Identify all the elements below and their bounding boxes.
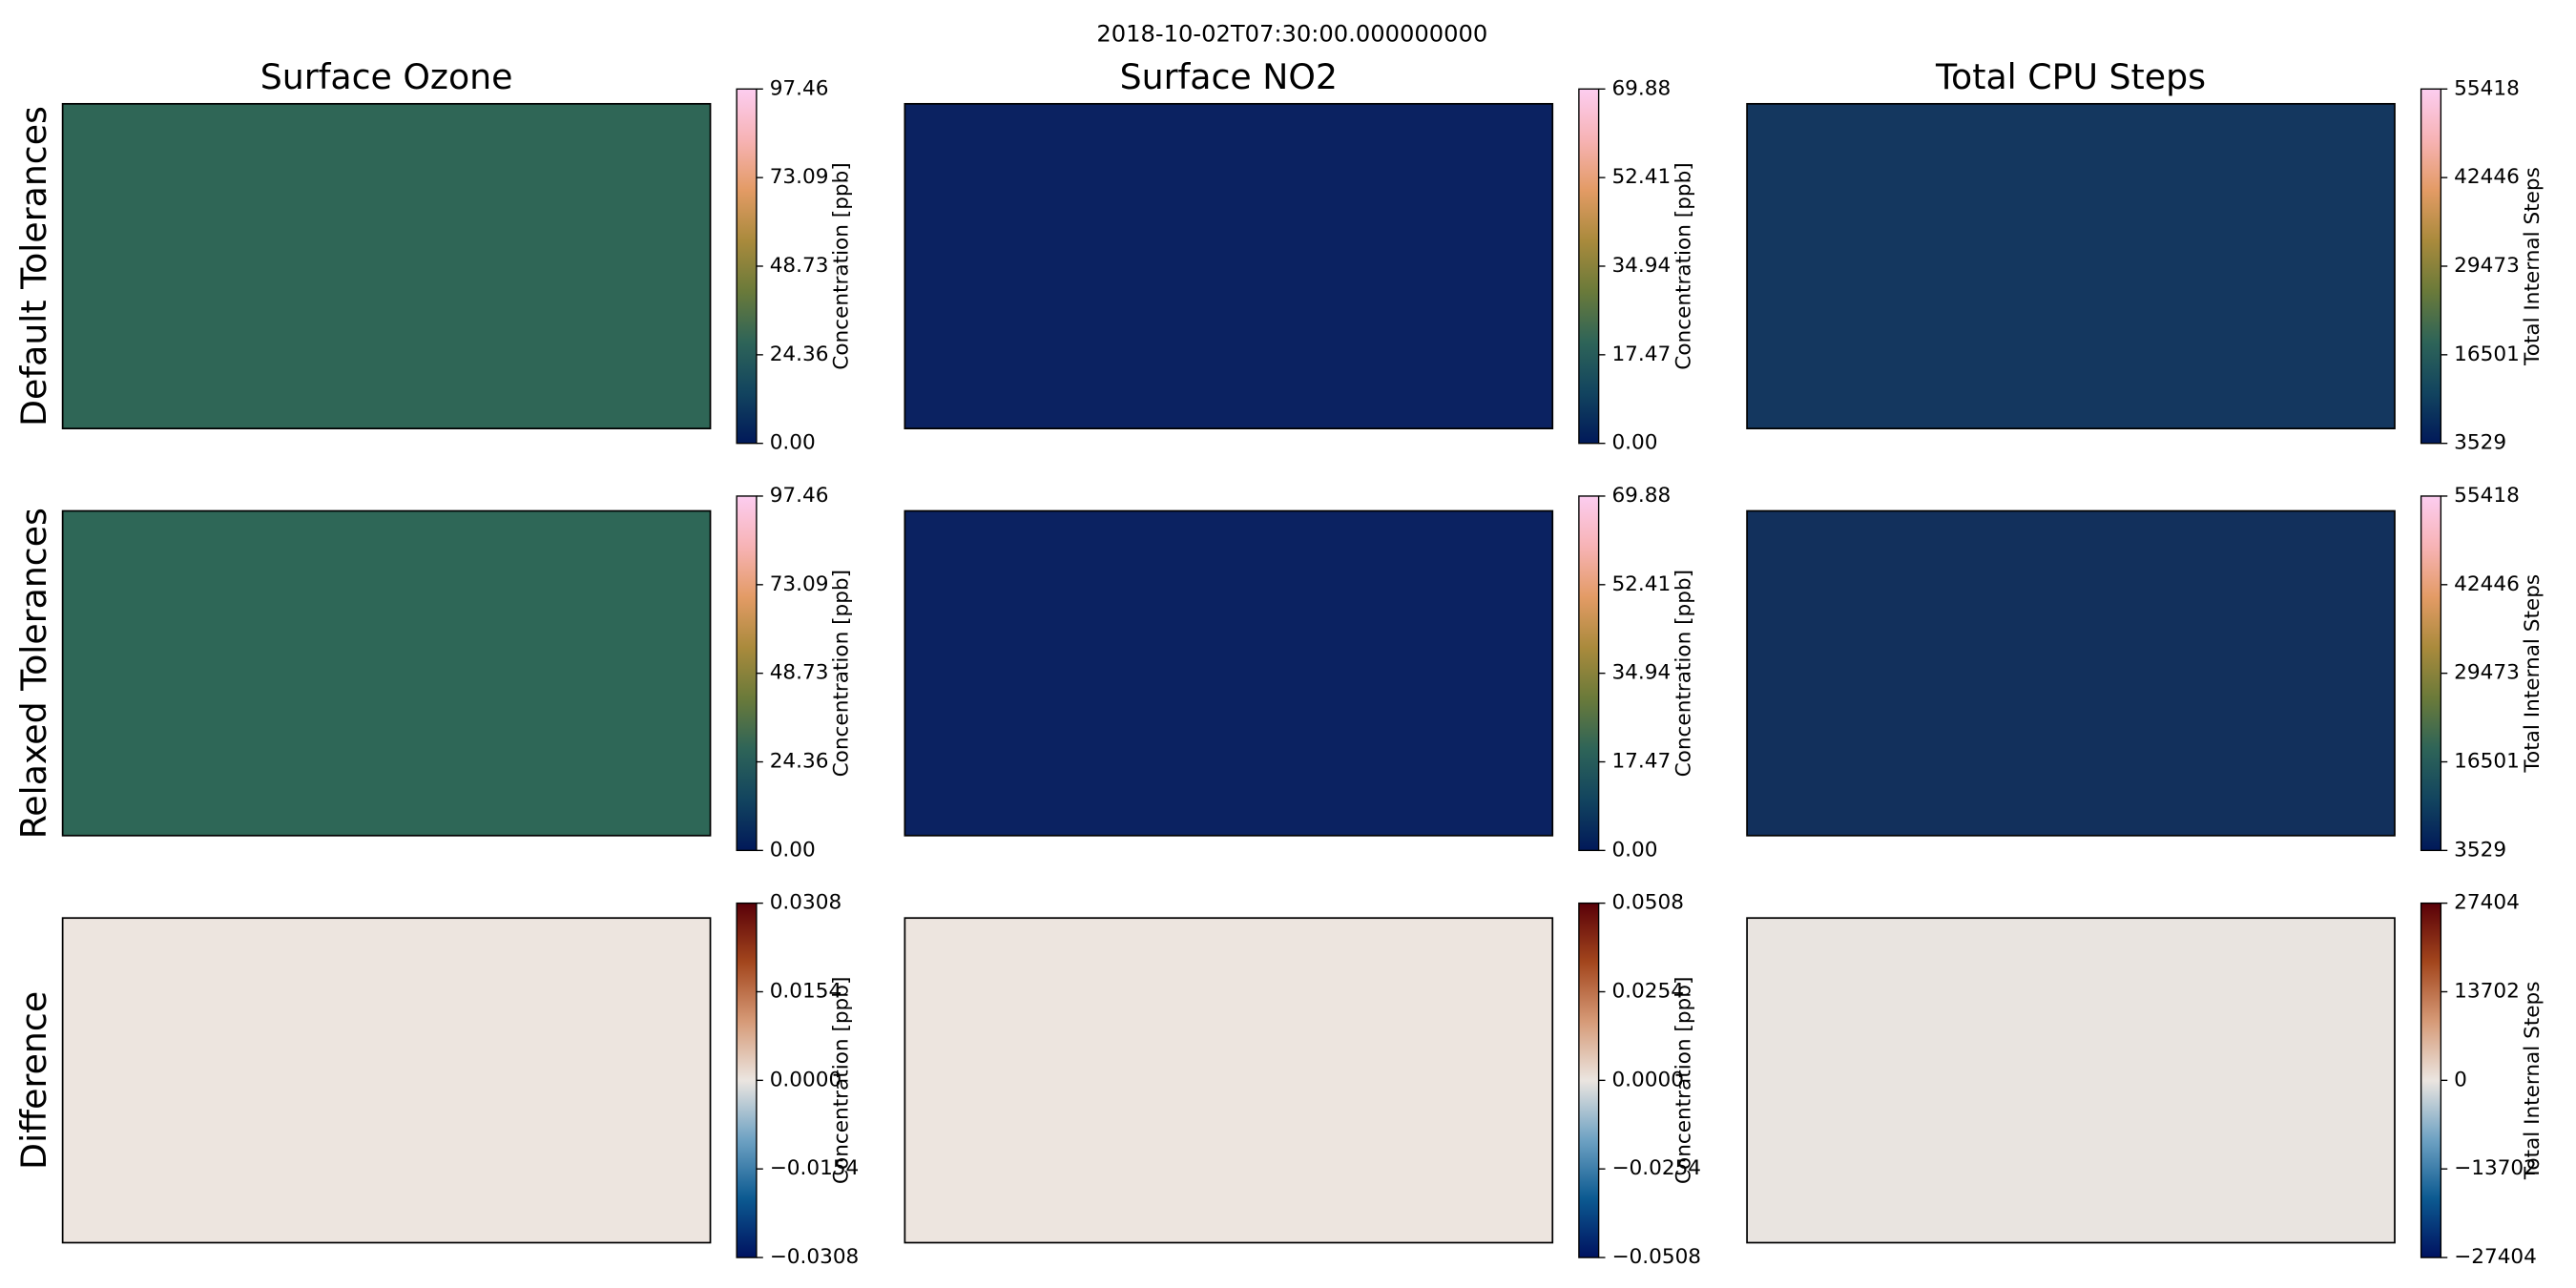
- row-label: Difference: [13, 991, 54, 1170]
- row-label: Relaxed Tolerances: [13, 508, 54, 839]
- map-panel: [61, 509, 712, 837]
- colorbar-tick-label: 52.41: [1611, 572, 1671, 596]
- colorbar: [736, 902, 758, 1258]
- colorbar-tick-label: 0.0000: [1611, 1068, 1684, 1091]
- colorbar-tick-label: 0.0508: [1611, 891, 1684, 915]
- colorbar-label: Concentration [ppb]: [1672, 977, 1695, 1184]
- colorbar-label: Concentration [ppb]: [830, 570, 854, 777]
- colorbar-tick-label: 0: [2454, 1068, 2467, 1091]
- colorbar-tick-label: 0.00: [1611, 431, 1657, 455]
- colorbar-tick-label: −13702: [2454, 1156, 2537, 1180]
- column-title: Surface Ozone: [260, 56, 513, 97]
- map-panel: [1746, 102, 2396, 429]
- map-panel: [904, 509, 1554, 837]
- colorbar-tick-label: 55418: [2454, 76, 2520, 100]
- colorbar-tick-label: 34.94: [1611, 661, 1671, 685]
- colorbar-tick-label: 42446: [2454, 165, 2520, 189]
- map-panel: [61, 917, 712, 1244]
- colorbar-tick-label: 0.00: [770, 431, 816, 455]
- colorbar-label: Concentration [ppb]: [830, 977, 854, 1184]
- colorbar-tick-label: 16501: [2454, 750, 2520, 774]
- colorbar-tick-label: 97.46: [770, 484, 829, 508]
- column-title: Total CPU Steps: [1935, 56, 2206, 97]
- colorbar-tick-label: 29473: [2454, 661, 2520, 685]
- colorbar-tick-label: 27404: [2454, 891, 2520, 915]
- column-title: Surface NO2: [1120, 56, 1338, 97]
- colorbar-tick-label: 16501: [2454, 343, 2520, 366]
- colorbar: [1578, 495, 1600, 852]
- colorbar-tick-label: 24.36: [770, 343, 829, 366]
- colorbar-tick-label: 0.0254: [1611, 979, 1684, 1003]
- colorbar-tick-label: 17.47: [1611, 750, 1671, 774]
- map-panel: [61, 102, 712, 429]
- colorbar: [1578, 902, 1600, 1258]
- colorbar-tick-label: 69.88: [1611, 484, 1671, 508]
- colorbar-tick-label: 0.00: [770, 838, 816, 862]
- colorbar-tick-label: 0.0000: [770, 1068, 842, 1091]
- colorbar-tick-label: −0.0508: [1611, 1245, 1701, 1269]
- colorbar-tick-label: 3529: [2454, 431, 2506, 455]
- colorbar-tick-label: 0.0154: [770, 979, 842, 1003]
- colorbar-label: Concentration [ppb]: [1672, 570, 1695, 777]
- colorbar-label: Total Internal Steps: [2521, 167, 2545, 366]
- colorbar-tick-label: 69.88: [1611, 76, 1671, 100]
- colorbar-label: Concentration [ppb]: [830, 162, 854, 369]
- colorbar-tick-label: 29473: [2454, 254, 2520, 278]
- colorbar: [2420, 495, 2442, 852]
- colorbar: [2420, 88, 2442, 445]
- colorbar-tick-label: 42446: [2454, 572, 2520, 596]
- colorbar: [2420, 902, 2442, 1258]
- colorbar-tick-label: 0.00: [1611, 838, 1657, 862]
- colorbar-label: Total Internal Steps: [2521, 574, 2545, 774]
- colorbar-tick-label: 73.09: [770, 572, 829, 596]
- colorbar-tick-label: 48.73: [770, 661, 829, 685]
- map-panel: [1746, 917, 2396, 1244]
- map-panel: [904, 102, 1554, 429]
- colorbar-tick-label: 52.41: [1611, 165, 1671, 189]
- colorbar-tick-label: 73.09: [770, 165, 829, 189]
- colorbar-tick-label: 97.46: [770, 76, 829, 100]
- colorbar-tick-label: 55418: [2454, 484, 2520, 508]
- row-label: Default Tolerances: [13, 106, 54, 426]
- colorbar-tick-label: 48.73: [770, 254, 829, 278]
- colorbar-label: Total Internal Steps: [2521, 982, 2545, 1181]
- suptitle: 2018-10-02T07:30:00.000000000: [1096, 20, 1487, 47]
- colorbar-tick-label: 24.36: [770, 750, 829, 774]
- colorbar-tick-label: 3529: [2454, 838, 2506, 862]
- colorbar-tick-label: 13702: [2454, 979, 2520, 1003]
- colorbar: [1578, 88, 1600, 445]
- map-panel: [904, 917, 1554, 1244]
- colorbar-tick-label: −0.0154: [770, 1156, 860, 1180]
- colorbar-tick-label: −0.0254: [1611, 1156, 1701, 1180]
- colorbar-tick-label: 34.94: [1611, 254, 1671, 278]
- colorbar-tick-label: 17.47: [1611, 343, 1671, 366]
- colorbar: [736, 88, 758, 445]
- colorbar-tick-label: −0.0308: [770, 1245, 860, 1269]
- map-panel: [1746, 509, 2396, 837]
- colorbar-label: Concentration [ppb]: [1672, 162, 1695, 369]
- colorbar-tick-label: −27404: [2454, 1245, 2537, 1269]
- colorbar-tick-label: 0.0308: [770, 891, 842, 915]
- colorbar: [736, 495, 758, 852]
